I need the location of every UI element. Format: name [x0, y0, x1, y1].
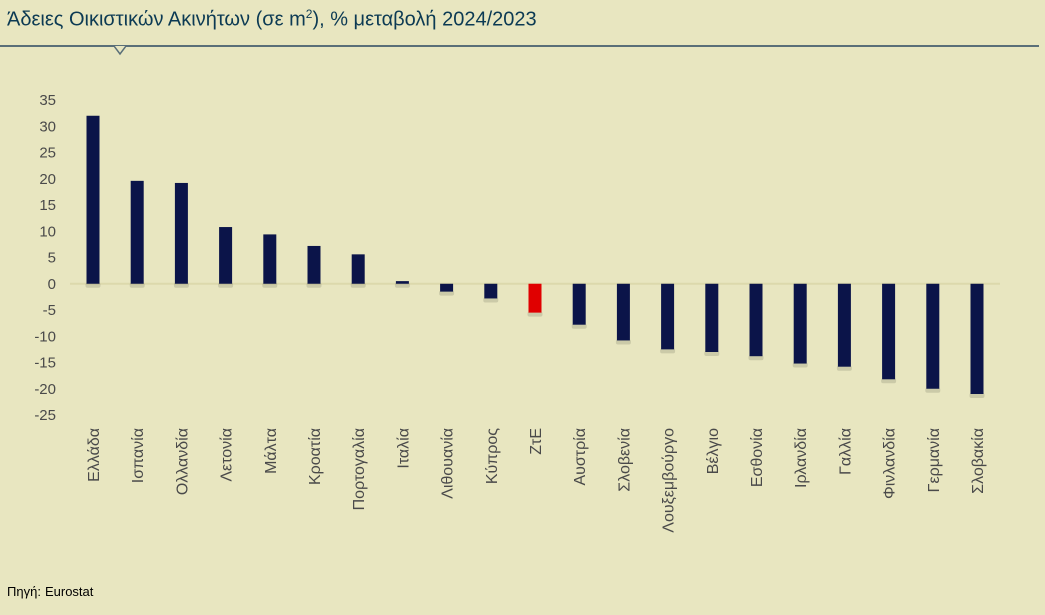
y-tick-label: -20 — [34, 381, 56, 398]
bar — [616, 283, 630, 341]
bar-shadow — [969, 393, 985, 398]
x-tick-label: Μάλτα — [263, 428, 280, 474]
bar — [86, 115, 100, 284]
bar — [926, 283, 940, 389]
x-tick-label: Λετονία — [219, 428, 236, 482]
x-tick-label: Βέλγιο — [705, 428, 722, 474]
y-tick-label: 35 — [39, 92, 56, 109]
bar-shadow — [394, 282, 410, 288]
bar — [395, 281, 409, 284]
x-tick-label: Λιθουανία — [440, 428, 457, 499]
bar — [263, 234, 277, 284]
bar — [572, 283, 586, 325]
bar — [484, 283, 498, 299]
title-divider — [0, 45, 1039, 47]
y-tick-label: 0 — [48, 276, 56, 293]
bar-shadow — [129, 282, 145, 288]
x-tick-label: Σλοβακία — [970, 428, 987, 494]
x-tick-label: Γαλλία — [837, 428, 854, 475]
x-tick-label: Ιταλία — [395, 428, 412, 469]
x-tick-label: Λουξεμβούργο — [661, 428, 678, 533]
bar-shadow — [350, 282, 366, 288]
x-tick-label: Πορτογαλία — [351, 428, 368, 510]
bar-shadow — [439, 290, 455, 296]
bar-shadow — [660, 348, 676, 354]
y-tick-label: -25 — [34, 407, 56, 424]
x-tick-label: Εσθονία — [749, 428, 766, 487]
x-tick-label: Ολλανδία — [174, 428, 191, 495]
bar-shadow — [704, 351, 720, 356]
bar-shadow — [836, 365, 852, 371]
bar-shadow — [571, 323, 587, 329]
bar-shadow — [483, 297, 499, 303]
y-tick-label: -5 — [43, 302, 56, 319]
x-tick-label: Αυστρία — [572, 428, 589, 486]
bar — [307, 245, 321, 284]
y-tick-label: -15 — [34, 355, 56, 372]
x-tick-label: Ισπανία — [130, 428, 147, 483]
bar — [351, 254, 365, 284]
x-tick-label: Σλοβενία — [616, 428, 633, 492]
bar-shadow — [218, 282, 234, 288]
source-value: Eurostat — [44, 584, 94, 599]
bar-shadow — [792, 362, 808, 368]
x-tick-label: ΖτΕ — [528, 428, 545, 455]
bar-shadow — [615, 339, 631, 345]
bar-shadow — [306, 282, 322, 288]
bar — [749, 283, 763, 357]
bar-shadow — [925, 387, 941, 393]
bar — [661, 283, 675, 350]
bar — [528, 283, 542, 313]
bar — [793, 283, 807, 364]
chart-title-text: Άδειες Οικιστικών Ακινήτων (σε m — [7, 8, 306, 31]
y-tick-label: 10 — [39, 223, 56, 240]
bar — [970, 283, 984, 394]
y-tick-label: 15 — [39, 197, 56, 214]
chart-title-superscript: 2 — [305, 7, 313, 21]
bar-shadow — [173, 282, 189, 288]
bar — [440, 283, 454, 292]
chart-title-suffix: ), % μεταβολή 2024/2023 — [312, 8, 537, 31]
x-tick-label: Ιρλανδία — [793, 428, 810, 488]
y-tick-label: 5 — [48, 250, 56, 267]
bar — [705, 283, 719, 352]
bar-chart: 35 30 25 20 15 10 5 0 -5 -10 -15 -20 -25 Ελλάδα Ισπανί… — [34, 92, 1000, 533]
x-tick-label: Κύπρος — [484, 428, 501, 484]
chart-title: Άδειες Οικιστικών Ακινήτων (σε m2), % με… — [7, 7, 537, 32]
bar — [882, 283, 896, 380]
bar-shadow — [262, 282, 278, 288]
x-tick-label: Γερμανία — [926, 428, 943, 492]
x-tick-label: Φινλανδία — [882, 428, 899, 499]
y-tick-label: 20 — [39, 171, 56, 188]
x-tick-label: Κροατία — [307, 428, 324, 485]
bar — [837, 283, 851, 367]
y-tick-label: 30 — [39, 118, 56, 135]
title-divider-notch — [114, 46, 126, 56]
bar — [219, 227, 233, 284]
bar-shadow — [748, 355, 764, 361]
source-note: Πηγή: Eurostat — [7, 584, 93, 599]
y-tick-label: -10 — [34, 328, 56, 345]
bar-shadow — [881, 378, 897, 384]
x-tick-label: Ελλάδα — [86, 428, 103, 482]
y-tick-label: 25 — [39, 145, 56, 162]
bar-shadow — [527, 311, 543, 317]
bar — [174, 182, 188, 284]
bar — [130, 180, 144, 284]
source-label: Πηγή: — [7, 584, 41, 599]
bar-shadow — [85, 282, 101, 288]
